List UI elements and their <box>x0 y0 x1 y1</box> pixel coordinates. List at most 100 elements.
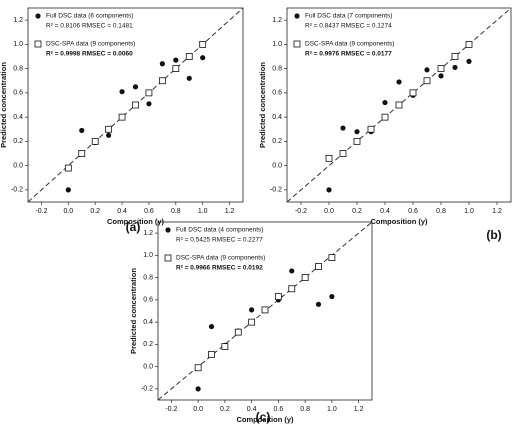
circle-marker <box>452 64 458 71</box>
square-marker <box>465 40 473 48</box>
x-tick-label: 0.0 <box>63 208 73 215</box>
y-tick-label: 0.2 <box>143 341 153 348</box>
y-tick-label: 1.0 <box>143 252 153 259</box>
plot-frame <box>157 221 373 401</box>
circle-marker <box>146 101 152 107</box>
y-tick-label: 1.2 <box>272 17 282 24</box>
x-tick-label: 0.2 <box>220 406 230 413</box>
square-marker <box>395 101 403 109</box>
square-marker <box>172 65 180 73</box>
y-tick-label: 0.8 <box>272 65 282 72</box>
y-tick-label: 1.2 <box>143 230 153 237</box>
square-marker <box>409 89 417 97</box>
y-tick-label: -0.2 <box>11 187 23 194</box>
circle-marker <box>200 55 206 61</box>
square-marker <box>145 89 153 97</box>
legend-label: DSC-SPA data (9 components) <box>176 255 265 262</box>
square-marker <box>234 328 242 336</box>
square-marker <box>437 65 445 73</box>
circle-marker <box>289 268 295 274</box>
circle-marker <box>329 293 335 300</box>
legend-label: DSC-SPA data (9 components) <box>46 41 135 48</box>
legend-stats: R² = 0.9998 RMSEC = 0.0060 <box>46 51 133 58</box>
square-marker <box>261 306 269 314</box>
square-marker <box>423 77 431 85</box>
square-marker <box>248 318 256 326</box>
circle-marker <box>208 323 215 330</box>
circle-marker <box>173 57 179 63</box>
x-tick-label: 0.2 <box>352 208 362 215</box>
circle-marker <box>466 58 472 64</box>
square-marker <box>158 77 166 85</box>
y-tick-label: 0.4 <box>143 319 153 326</box>
circle-marker <box>79 127 85 134</box>
x-tick-label: 1.2 <box>354 406 364 413</box>
legend-marker <box>293 40 301 48</box>
y-tick-label: 0.6 <box>13 90 23 97</box>
y-tick-label: -0.2 <box>141 386 153 393</box>
y-tick-label: 1.0 <box>13 41 23 48</box>
x-tick-label: 0.8 <box>300 406 310 413</box>
legend-label: Full DSC data (6 components) <box>46 13 133 20</box>
x-tick-label: 1.0 <box>464 208 474 215</box>
x-tick-label: 0.6 <box>144 208 154 215</box>
circle-marker <box>106 132 112 138</box>
square-marker <box>274 293 282 300</box>
square-marker <box>208 350 215 358</box>
legend-stats: R² = 0.8437 RMSEC = 0.1274 <box>305 23 392 30</box>
circle-marker <box>424 67 430 73</box>
legend-stats: R² = 0.8106 RMSEC = 0.1481 <box>46 23 133 30</box>
y-tick-label: 0.0 <box>143 363 153 370</box>
y-axis-label: Predicted concentration <box>0 62 8 148</box>
plot-frame <box>286 7 512 203</box>
square-marker <box>185 53 193 60</box>
legend-label: DSC-SPA data (9 components) <box>305 41 394 48</box>
x-axis-label: Composition (y) <box>236 415 294 424</box>
legend-label: Full DSC data (7 components) <box>305 13 392 20</box>
circle-marker <box>315 301 322 307</box>
circle-marker <box>438 73 444 79</box>
square-marker <box>118 113 126 121</box>
legend-marker <box>35 13 41 19</box>
square-marker <box>325 154 333 162</box>
square-marker <box>78 150 86 157</box>
y-tick-label: -0.2 <box>270 187 282 194</box>
circle-marker <box>132 84 139 90</box>
plot-frame <box>27 7 244 203</box>
legend-marker <box>165 227 171 233</box>
y-tick-label: 0.8 <box>143 274 153 281</box>
y-tick-label: 0.0 <box>272 162 282 169</box>
x-axis-label: Composition (y) <box>370 217 428 226</box>
x-tick-label: 1.2 <box>492 208 502 215</box>
panel-label: (c) <box>256 410 271 424</box>
y-tick-label: 0.4 <box>13 114 23 121</box>
x-tick-label: 0.0 <box>193 406 203 413</box>
legend-marker <box>164 254 172 262</box>
y-tick-label: 0.8 <box>13 65 23 72</box>
square-marker <box>367 125 375 133</box>
legend-stats: R² = 0.5425 RMSEC = 0.2277 <box>176 237 263 244</box>
circle-marker <box>195 386 201 392</box>
x-tick-label: 1.0 <box>198 208 208 215</box>
y-tick-label: 0.4 <box>272 114 282 121</box>
x-tick-label: -0.2 <box>295 208 307 215</box>
x-tick-label: 1.0 <box>327 406 337 413</box>
square-marker <box>199 40 207 48</box>
y-tick-label: 0.2 <box>13 138 23 145</box>
panel-label: (a) <box>126 220 141 234</box>
square-marker <box>288 285 296 293</box>
x-tick-label: -0.2 <box>165 406 177 413</box>
x-tick-label: 0.4 <box>117 208 127 215</box>
square-marker <box>315 263 322 270</box>
legend-stats: R² = 0.9976 RMSEC = 0.0177 <box>305 51 392 58</box>
square-marker <box>451 53 459 60</box>
square-marker <box>301 274 309 282</box>
square-marker <box>381 113 389 121</box>
square-marker <box>353 137 361 145</box>
circle-marker <box>354 129 360 135</box>
x-tick-label: 1.2 <box>225 208 235 215</box>
legend-stats: R² = 0.9966 RMSEC = 0.0192 <box>176 265 263 272</box>
square-marker <box>64 164 72 172</box>
x-tick-label: 0.6 <box>408 208 418 215</box>
x-tick-label: 0.4 <box>247 406 257 413</box>
